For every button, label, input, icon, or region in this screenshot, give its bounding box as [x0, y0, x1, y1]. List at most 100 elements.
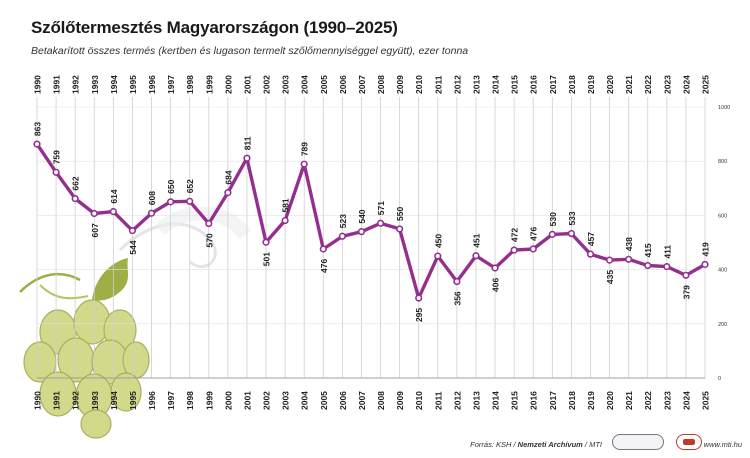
- y-tick-label: 400: [718, 268, 727, 274]
- data-point: [625, 255, 633, 263]
- data-label: 472: [510, 228, 520, 242]
- x-tick-label-top: 2015: [510, 75, 520, 94]
- data-label: 451: [471, 233, 481, 247]
- y-tick-label: 0: [718, 376, 721, 382]
- x-tick-label-bottom: 1993: [90, 391, 100, 410]
- data-point: [510, 246, 518, 254]
- x-tick-label-bottom: 2016: [529, 391, 539, 410]
- x-tick-label-bottom: 2019: [586, 391, 596, 410]
- x-tick-label-bottom: 1998: [185, 391, 195, 410]
- data-label: 581: [281, 198, 291, 212]
- data-label: 544: [128, 240, 138, 254]
- x-tick-label-top: 2000: [223, 75, 233, 94]
- x-tick-label-top: 2018: [567, 75, 577, 94]
- x-tick-label-top: 2017: [548, 75, 558, 94]
- x-tick-label-bottom: 2014: [491, 391, 501, 410]
- x-tick-label-bottom: 1994: [109, 391, 119, 410]
- x-tick-label-bottom: 2005: [319, 391, 329, 410]
- chart-subtitle: Betakarított összes termés (kertben és l…: [31, 45, 469, 57]
- x-tick-label-bottom: 1990: [33, 391, 43, 410]
- y-tick-label: 800: [718, 159, 727, 165]
- data-label: 476: [319, 259, 329, 273]
- data-label: 550: [395, 206, 405, 220]
- x-tick-label-top: 1996: [147, 75, 157, 94]
- data-label: 684: [223, 170, 233, 184]
- x-tick-label-top: 1997: [166, 75, 176, 94]
- data-label: 379: [681, 285, 691, 299]
- data-label: 533: [567, 211, 577, 225]
- x-tick-label-top: 2021: [624, 75, 634, 94]
- data-label: 406: [491, 278, 501, 292]
- data-label: 652: [185, 179, 195, 193]
- x-tick-label-top: 1994: [109, 75, 119, 94]
- data-point: [586, 250, 595, 258]
- x-tick-label-top: 2005: [319, 75, 329, 94]
- data-point: [663, 263, 671, 271]
- x-tick-label-top: 2019: [586, 75, 596, 94]
- data-point: [472, 252, 480, 260]
- data-point: [529, 245, 537, 253]
- data-point: [548, 230, 556, 238]
- data-point: [33, 140, 41, 148]
- x-tick-label-top: 2010: [414, 75, 424, 94]
- data-label: 614: [109, 189, 119, 203]
- x-tick-label-top: 2003: [281, 75, 291, 94]
- data-point: [281, 216, 289, 225]
- data-label: 863: [33, 122, 43, 136]
- x-tick-label-bottom: 1992: [71, 391, 81, 410]
- x-tick-label-bottom: 2015: [510, 391, 520, 410]
- x-tick-label-bottom: 1995: [128, 391, 138, 410]
- x-tick-label-top: 2007: [357, 75, 367, 94]
- data-point: [71, 194, 79, 203]
- x-tick-label-top: 2016: [529, 75, 539, 94]
- x-tick-label-bottom: 2007: [357, 391, 367, 410]
- x-tick-label-bottom: 2025: [701, 391, 711, 410]
- x-tick-label-top: 1999: [204, 75, 214, 94]
- archive-logo: [612, 434, 664, 450]
- x-tick-label-top: 2004: [300, 75, 310, 94]
- data-label: 540: [357, 209, 367, 223]
- x-tick-label-top: 1995: [128, 75, 138, 94]
- x-tick-label-bottom: 2018: [567, 391, 577, 410]
- x-tick-label-bottom: 2011: [433, 391, 443, 410]
- data-label: 450: [433, 234, 443, 248]
- data-label: 501: [262, 252, 272, 266]
- data-label: 570: [204, 233, 214, 247]
- x-tick-label-top: 2014: [491, 75, 501, 94]
- data-label: 530: [548, 212, 558, 226]
- data-label: 759: [52, 150, 62, 164]
- data-point: [357, 228, 366, 236]
- data-point: [605, 256, 614, 264]
- data-point: [128, 226, 137, 235]
- chart-title: Szőlőtermesztés Magyarországon (1990–202…: [31, 18, 398, 37]
- x-tick-label-top: 2025: [701, 75, 711, 94]
- x-tick-label-bottom: 2023: [662, 391, 672, 410]
- data-point: [205, 219, 213, 228]
- x-tick-label-bottom: 2024: [681, 391, 691, 410]
- data-point: [376, 219, 385, 227]
- x-tick-label-bottom: 2012: [452, 391, 462, 410]
- x-tick-label-top: 1991: [52, 75, 62, 94]
- data-label: 435: [605, 270, 615, 284]
- x-tick-label-top: 2011: [433, 75, 443, 94]
- data-point: [434, 252, 442, 260]
- data-label: 411: [662, 245, 672, 259]
- x-tick-label-top: 2012: [452, 75, 462, 94]
- x-tick-label-bottom: 2002: [262, 391, 272, 410]
- data-point: [167, 198, 175, 206]
- data-label: 356: [452, 291, 462, 305]
- x-tick-label-top: 2002: [262, 75, 272, 94]
- data-label: 476: [529, 227, 539, 241]
- x-tick-label-bottom: 2020: [605, 391, 615, 410]
- x-tick-label-top: 2008: [376, 75, 386, 94]
- data-point: [224, 189, 232, 197]
- y-tick-label: 1000: [718, 105, 730, 111]
- x-tick-label-bottom: 2006: [338, 391, 348, 410]
- source-suffix: / MTI: [582, 440, 602, 449]
- data-label: 662: [71, 176, 81, 190]
- data-point: [491, 264, 499, 272]
- data-point: [262, 238, 270, 246]
- x-tick-label-top: 2020: [605, 75, 615, 94]
- data-point: [319, 245, 327, 253]
